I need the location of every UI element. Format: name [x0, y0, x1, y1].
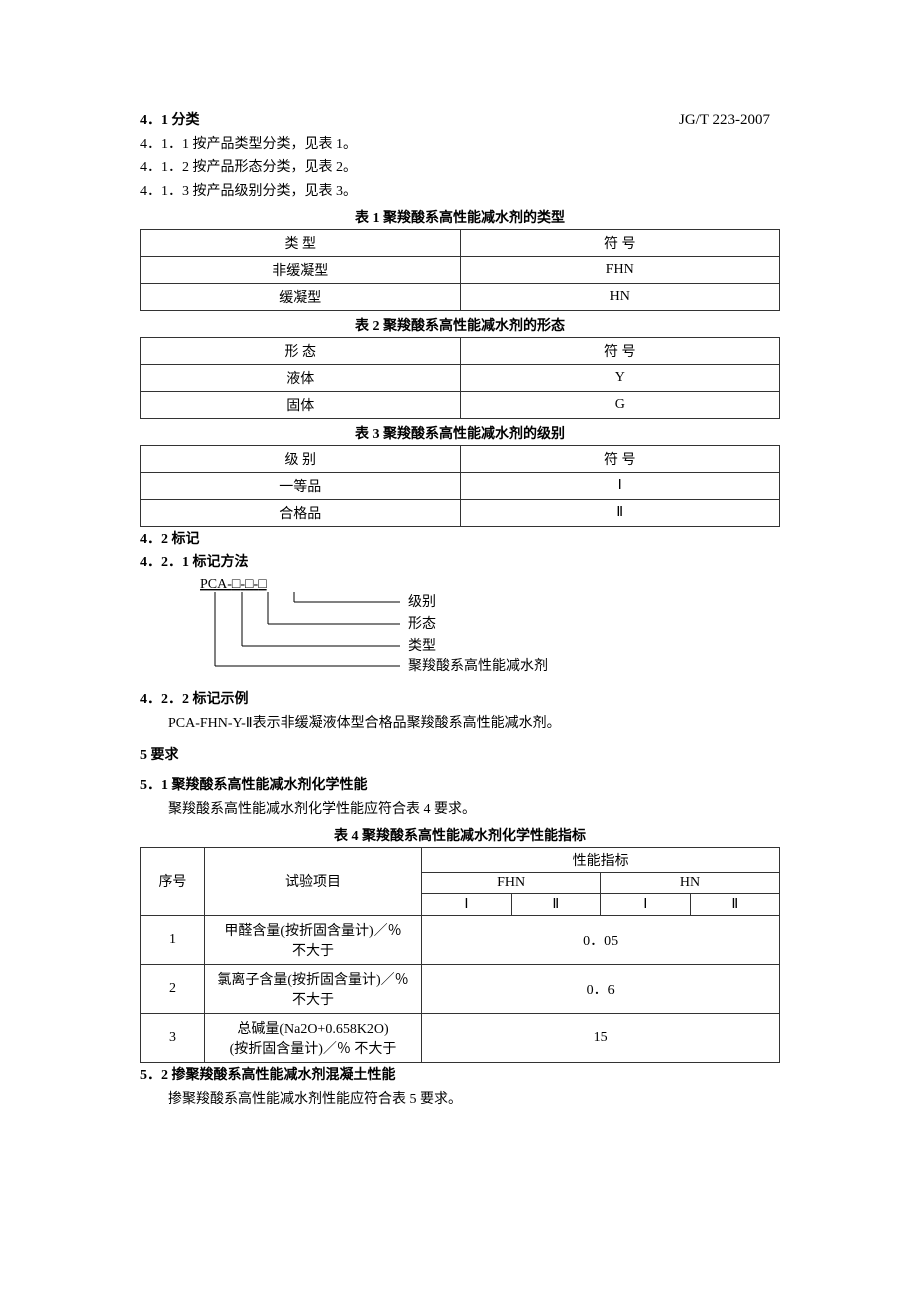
- para-4-1-1: 4．1．1 按产品类型分类，见表 1。: [140, 134, 780, 156]
- td-val: 0．6: [422, 964, 780, 1013]
- item-line2: (按折固含量计)／％ 不大于: [209, 1038, 417, 1058]
- th-item: 试验项目: [204, 847, 421, 915]
- th-ii: Ⅱ: [690, 893, 779, 915]
- td-val: 0．05: [422, 915, 780, 964]
- table-row: 一等品 Ⅰ: [141, 472, 780, 499]
- table-row: 1 甲醛含量(按折固含量计)／％ 不大于 0．05: [141, 915, 780, 964]
- td: 液体: [141, 364, 461, 391]
- table-row: 非缓凝型 FHN: [141, 256, 780, 283]
- th: 类 型: [285, 237, 317, 252]
- td: Ⅰ: [460, 472, 780, 499]
- th: 符 号: [604, 237, 636, 252]
- diag-label-3: 类型: [408, 638, 436, 654]
- table4: 序号 试验项目 性能指标 FHN HN Ⅰ Ⅱ Ⅰ Ⅱ 1 甲醛含量(按折固含量…: [140, 847, 780, 1063]
- td-no: 1: [141, 915, 205, 964]
- table3-caption: 表 3 聚羧酸系高性能减水剂的级别: [140, 423, 780, 443]
- diag-box: □: [258, 577, 267, 592]
- item-line1: 甲醛含量(按折固含量计)／％: [209, 920, 417, 940]
- table2-caption: 表 2 聚羧酸系高性能减水剂的形态: [140, 315, 780, 335]
- th-no: 序号: [141, 847, 205, 915]
- heading-4-2-1: 4．2．1 标记方法: [140, 552, 780, 574]
- th-perf: 性能指标: [422, 847, 780, 872]
- table-row: 2 氯离子含量(按折固含量计)／％ 不大于 0．6: [141, 964, 780, 1013]
- td-item: 甲醛含量(按折固含量计)／％ 不大于: [204, 915, 421, 964]
- para-4-1-3: 4．1．3 按产品级别分类，见表 3。: [140, 181, 780, 203]
- th-i: Ⅰ: [422, 893, 511, 915]
- table-row: 固体 G: [141, 391, 780, 418]
- para-5-2: 掺聚羧酸系高性能减水剂性能应符合表 5 要求。: [140, 1089, 780, 1111]
- th-ii: Ⅱ: [511, 893, 600, 915]
- table4-caption: 表 4 聚羧酸系高性能减水剂化学性能指标: [140, 825, 780, 845]
- td: Y: [460, 364, 780, 391]
- td: 缓凝型: [141, 283, 461, 310]
- table-row: 合格品 Ⅱ: [141, 499, 780, 526]
- th: 形 态: [285, 345, 317, 360]
- marking-diagram: PCA-□-□-□ 级别 形态 类型 聚羧酸系高性能减水剂: [200, 576, 780, 681]
- th: 符 号: [604, 453, 636, 468]
- table-row: 3 总碱量(Na2O+0.658K2O) (按折固含量计)／％ 不大于 15: [141, 1013, 780, 1062]
- table-row: 缓凝型 HN: [141, 283, 780, 310]
- item-line2: 不大于: [209, 940, 417, 960]
- table-row: 液体 Y: [141, 364, 780, 391]
- diag-label-2: 形态: [408, 616, 436, 632]
- td-item: 氯离子含量(按折固含量计)／％ 不大于: [204, 964, 421, 1013]
- td: 非缓凝型: [141, 256, 461, 283]
- diagram-svg: PCA-□-□-□ 级别 形态 类型 聚羧酸系高性能减水剂: [200, 576, 620, 676]
- page: JG/T 223-2007 4．1 分类 4．1．1 按产品类型分类，见表 1。…: [0, 0, 920, 1213]
- svg-text:PCA-□-□-□: PCA-□-□-□: [200, 577, 267, 592]
- td-no: 2: [141, 964, 205, 1013]
- td: Ⅱ: [460, 499, 780, 526]
- th-i: Ⅰ: [601, 893, 690, 915]
- table2: 形 态 符 号 液体 Y 固体 G: [140, 337, 780, 419]
- heading-5-2: 5．2 掺聚羧酸系高性能减水剂混凝土性能: [140, 1065, 780, 1087]
- standard-number: JG/T 223-2007: [679, 112, 770, 129]
- heading-4-2-2: 4．2．2 标记示例: [140, 689, 780, 711]
- table1-caption: 表 1 聚羧酸系高性能减水剂的类型: [140, 207, 780, 227]
- th: 符 号: [604, 345, 636, 360]
- td-val: 15: [422, 1013, 780, 1062]
- td: 合格品: [141, 499, 461, 526]
- table-row: 序号 试验项目 性能指标: [141, 847, 780, 872]
- para-5-1: 聚羧酸系高性能减水剂化学性能应符合表 4 要求。: [140, 799, 780, 821]
- diag-label-1: 级别: [408, 594, 436, 610]
- th-hn: HN: [601, 872, 780, 893]
- table3: 级 别 符 号 一等品 Ⅰ 合格品 Ⅱ: [140, 445, 780, 527]
- diag-label-4: 聚羧酸系高性能减水剂: [408, 657, 548, 674]
- td: HN: [460, 283, 780, 310]
- item-line1: 总碱量(Na2O+0.658K2O): [209, 1018, 417, 1038]
- table-row: 形 态 符 号: [141, 337, 780, 364]
- item-line2: 不大于: [209, 989, 417, 1009]
- para-4-1-2: 4．1．2 按产品形态分类，见表 2。: [140, 157, 780, 179]
- table-row: 级 别 符 号: [141, 445, 780, 472]
- th: 级 别: [285, 453, 317, 468]
- td-no: 3: [141, 1013, 205, 1062]
- heading-5-1: 5．1 聚羧酸系高性能减水剂化学性能: [140, 775, 780, 797]
- item-line1: 氯离子含量(按折固含量计)／％: [209, 969, 417, 989]
- td: 固体: [141, 391, 461, 418]
- heading-4-2: 4．2 标记: [140, 529, 780, 551]
- td-item: 总碱量(Na2O+0.658K2O) (按折固含量计)／％ 不大于: [204, 1013, 421, 1062]
- td: FHN: [460, 256, 780, 283]
- td: 一等品: [141, 472, 461, 499]
- heading-5: 5 要求: [140, 745, 780, 767]
- table1: 类 型 符 号 非缓凝型 FHN 缓凝型 HN: [140, 229, 780, 311]
- para-4-2-2: PCA-FHN-Y-Ⅱ表示非缓凝液体型合格品聚羧酸系高性能减水剂。: [140, 713, 780, 735]
- th-fhn: FHN: [422, 872, 601, 893]
- td: G: [460, 391, 780, 418]
- diag-prefix: PCA-: [200, 577, 232, 592]
- table-row: 类 型 符 号: [141, 229, 780, 256]
